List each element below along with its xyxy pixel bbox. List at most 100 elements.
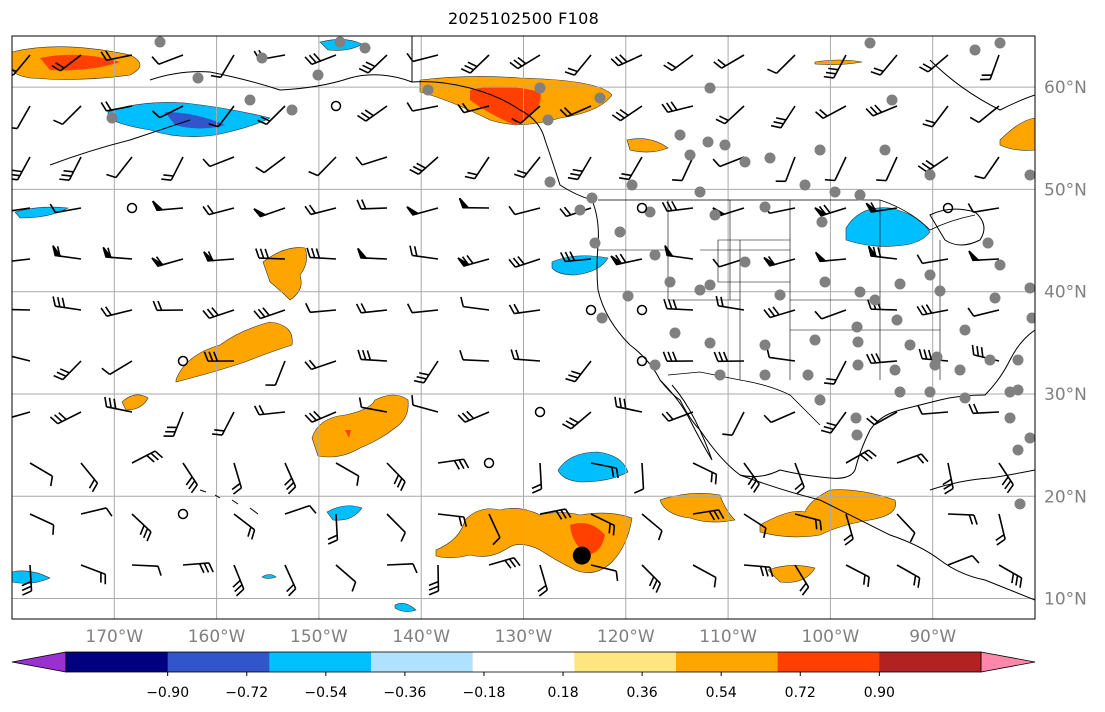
wind-barb — [692, 462, 718, 485]
calm-circle — [126, 202, 138, 214]
wind-barb — [488, 513, 501, 546]
station-marker — [886, 94, 898, 106]
wind-barb — [590, 564, 619, 582]
wind-barb — [100, 50, 133, 62]
wind-barb — [464, 156, 490, 180]
wind-barb — [304, 410, 337, 423]
station-marker — [854, 189, 866, 201]
wind-barb — [357, 105, 388, 122]
wind-barb — [662, 351, 694, 362]
positive-region — [311, 394, 409, 458]
station-marker — [542, 114, 554, 126]
wind-barb — [151, 54, 184, 65]
station-marker — [1004, 412, 1016, 424]
station-marker — [759, 369, 771, 381]
station-marker — [674, 129, 686, 141]
station-marker — [622, 290, 634, 302]
wind-barb — [457, 410, 490, 423]
colorbar-segment — [574, 652, 677, 672]
wind-barb — [567, 156, 592, 181]
station-marker — [702, 136, 714, 148]
wind-barb — [917, 156, 949, 173]
wind-barb — [664, 245, 694, 260]
station-marker — [626, 179, 638, 191]
wind-barb-pennant — [0, 253, 9, 262]
wind-barb — [692, 564, 717, 588]
wind-barb — [29, 513, 55, 535]
colorbar-extend-high — [980, 651, 1036, 673]
wind-barb — [253, 207, 286, 218]
central-america-coast — [739, 474, 1035, 601]
station-marker — [851, 321, 863, 333]
wind-barb — [767, 54, 796, 75]
station-marker — [739, 256, 751, 268]
station-marker — [709, 209, 721, 221]
station-marker — [1026, 312, 1035, 324]
wind-barb — [49, 203, 82, 214]
station-marker — [422, 84, 434, 96]
colorbar-segment — [879, 652, 982, 672]
wind-barb — [59, 156, 82, 181]
station-marker — [929, 359, 941, 371]
wind-barb — [12, 355, 31, 362]
colorbar-segment — [676, 652, 779, 672]
wind-barb — [947, 513, 978, 525]
wind-barb-pennant — [151, 257, 165, 267]
colorbar-tick-label: 0.18 — [547, 685, 578, 701]
station-marker — [649, 249, 661, 261]
station-marker — [704, 82, 716, 94]
station-marker — [719, 139, 731, 151]
positive-region — [262, 247, 307, 301]
wind-barb — [255, 156, 286, 174]
station-marker — [934, 285, 946, 297]
station-marker — [106, 112, 118, 124]
wind-barb — [611, 105, 643, 122]
wind-barb — [459, 350, 490, 362]
wind-barb — [715, 295, 745, 311]
station-marker — [1024, 169, 1035, 181]
wind-barb — [202, 307, 235, 320]
station-marker — [984, 354, 996, 366]
wind-barb — [51, 54, 82, 72]
colorbar-tick-label: 0.54 — [706, 685, 737, 701]
positive-region — [999, 117, 1035, 151]
calm-circle — [330, 100, 342, 112]
wind-barb — [814, 309, 847, 320]
wind-barb — [386, 462, 406, 492]
wind-barb — [257, 105, 286, 126]
alaska-coast — [149, 71, 413, 91]
wind-barb — [21, 564, 33, 596]
wind-barb — [590, 462, 619, 479]
wind-barb-pennant — [610, 255, 624, 266]
wind-barb-pennant — [763, 256, 777, 267]
station-marker — [809, 334, 821, 346]
wind-barb — [356, 199, 388, 210]
wind-barb — [253, 404, 286, 416]
hudson-bay — [929, 59, 1035, 111]
wind-barb — [641, 513, 663, 541]
wind-barb — [131, 513, 152, 542]
wind-barb — [661, 101, 694, 114]
calm-circle — [636, 304, 648, 316]
wind-barb-pennant — [102, 246, 114, 259]
wind-barb — [672, 156, 694, 182]
storm-center-marker — [572, 546, 591, 565]
wind-barb — [866, 411, 898, 426]
wind-barb-pennant — [865, 202, 879, 213]
wind-barb — [488, 556, 521, 569]
colorbar-extend-low — [11, 651, 67, 673]
calm-circle — [177, 508, 189, 520]
wind-barb — [253, 307, 286, 320]
wind-barb — [131, 450, 164, 464]
wind-barb — [919, 54, 949, 73]
station-marker — [869, 294, 881, 306]
station-marker — [594, 92, 606, 104]
station-marker — [759, 201, 771, 213]
colorbar-segment — [472, 652, 575, 672]
station-marker — [894, 278, 906, 290]
wind-barb — [358, 54, 388, 74]
negative-region — [557, 451, 629, 483]
wind-barb — [52, 245, 82, 260]
station-marker — [1024, 432, 1035, 444]
